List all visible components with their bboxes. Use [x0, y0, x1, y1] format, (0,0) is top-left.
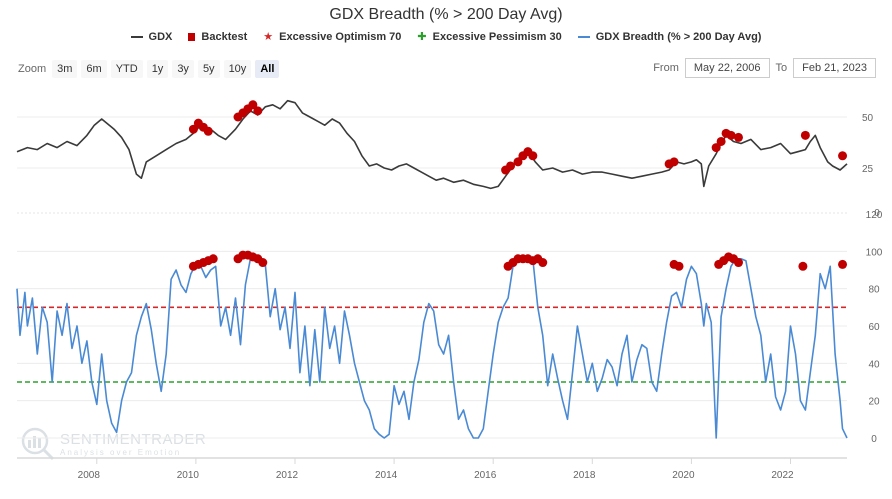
backtest-marker — [838, 151, 848, 161]
backtest-marker — [726, 130, 736, 140]
y-tick-label-upper: 50 — [862, 113, 874, 124]
backtest-marker — [838, 259, 848, 269]
from-label: From — [653, 62, 679, 74]
x-tick-label: 2020 — [672, 470, 695, 481]
backtest-marker — [253, 106, 263, 116]
star-icon: ★ — [263, 31, 274, 43]
legend-label: GDX — [148, 31, 173, 43]
y-tick-label-upper: 25 — [862, 164, 874, 175]
backtest-marker — [248, 100, 258, 110]
date-range: From May 22, 2006 To Feb 21, 2023 — [653, 58, 876, 78]
legend-item-gdx-breadth[interactable]: GDX Breadth (% > 200 Day Avg) — [577, 31, 762, 43]
from-date-input[interactable]: May 22, 2006 — [684, 58, 770, 78]
zoom-button-3m[interactable]: 3m — [52, 60, 78, 78]
y-tick-label-upper-zero: 0 — [874, 208, 880, 219]
backtest-marker — [733, 132, 743, 142]
backtest-marker — [513, 157, 523, 167]
backtest-marker — [208, 254, 218, 264]
zoom-button-all[interactable]: All — [255, 60, 280, 78]
breadth-line — [16, 258, 848, 439]
backtest-marker — [733, 258, 743, 268]
backtest-marker — [203, 126, 213, 136]
legend-item-gdx[interactable]: GDX — [130, 31, 173, 43]
x-tick-label: 2022 — [771, 470, 794, 481]
backtest-marker — [538, 258, 548, 268]
line-icon — [130, 36, 143, 38]
legend-label: Excessive Optimism 70 — [279, 31, 402, 43]
zoom-button-ytd[interactable]: YTD — [110, 60, 143, 78]
watermark-brand: SENTIMENTRADER — [60, 431, 207, 448]
square-icon — [188, 33, 196, 41]
x-tick-label: 2016 — [474, 470, 497, 481]
zoom-button-10y[interactable]: 10y — [223, 60, 252, 78]
backtest-marker — [188, 124, 198, 134]
x-tick-label: 2012 — [276, 470, 299, 481]
legend-item-excessive-optimism[interactable]: ★ Excessive Optimism 70 — [263, 31, 401, 43]
x-tick-label: 2014 — [375, 470, 398, 481]
backtest-marker — [506, 161, 516, 171]
y-tick-label-lower: 80 — [868, 285, 880, 296]
to-label: To — [775, 62, 788, 74]
zoom-button-5y[interactable]: 5y — [197, 60, 220, 78]
to-date-input[interactable]: Feb 21, 2023 — [793, 58, 876, 78]
watermark-tagline: Analysis over Emotion — [60, 448, 182, 457]
legend-item-backtest[interactable]: Backtest — [188, 31, 247, 43]
backtest-marker — [711, 143, 721, 153]
zoom-button-1y[interactable]: 1y — [146, 60, 169, 78]
legend: GDX Backtest ★ Excessive Optimism 70 ✚ E… — [0, 31, 892, 43]
legend-item-excessive-pessimism[interactable]: ✚ Excessive Pessimism 30 — [417, 31, 561, 43]
x-tick-label: 2008 — [78, 470, 101, 481]
backtest-marker — [798, 261, 808, 271]
y-tick-label-lower: 0 — [871, 434, 877, 445]
legend-label: Excessive Pessimism 30 — [432, 31, 562, 43]
backtest-marker — [674, 261, 684, 271]
y-tick-label-lower: 120 — [866, 210, 883, 221]
zoom-label: Zoom — [18, 63, 47, 75]
zoom-range-selector: Zoom 3m 6m YTD 1y 3y 5y 10y All — [18, 60, 280, 78]
legend-label: GDX Breadth (% > 200 Day Avg) — [595, 31, 762, 43]
backtest-marker — [669, 157, 679, 167]
x-tick-label: 2018 — [573, 470, 596, 481]
zoom-button-3y[interactable]: 3y — [172, 60, 194, 78]
triangle-down-icon: ✚ — [417, 31, 427, 43]
chart-title: GDX Breadth (% > 200 Day Avg) — [329, 6, 563, 23]
y-tick-label-lower: 100 — [866, 247, 883, 258]
legend-label: Backtest — [201, 31, 248, 43]
backtest-marker — [528, 151, 538, 161]
backtest-marker — [258, 258, 268, 268]
backtest-marker — [716, 136, 726, 146]
y-tick-label-lower: 40 — [868, 359, 880, 370]
x-tick-label: 2010 — [177, 470, 200, 481]
zoom-button-6m[interactable]: 6m — [81, 60, 107, 78]
backtest-marker — [800, 130, 810, 140]
line-icon — [577, 36, 590, 38]
y-tick-label-lower: 20 — [868, 397, 880, 408]
y-tick-label-lower: 60 — [868, 322, 880, 333]
